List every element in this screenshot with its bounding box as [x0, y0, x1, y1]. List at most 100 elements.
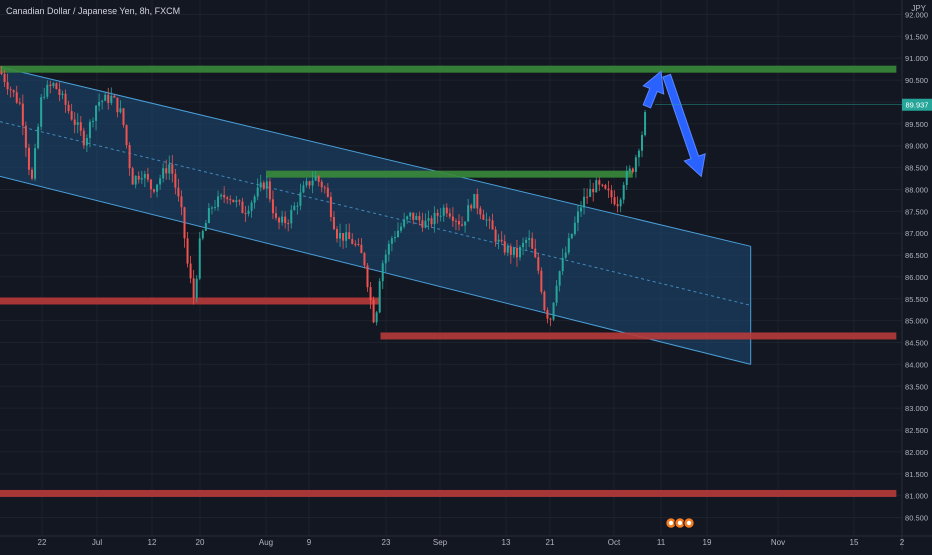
candle-up: [195, 278, 198, 298]
candle-up: [210, 207, 213, 209]
candle-up: [61, 93, 64, 95]
last-price-badge: 89.937: [655, 98, 932, 111]
horizontal-levels[interactable]: [0, 65, 897, 497]
candle-up: [573, 222, 576, 235]
candle-down: [275, 213, 277, 218]
candle-down: [357, 244, 360, 246]
candle-up: [439, 215, 442, 217]
candle-down: [278, 217, 281, 223]
channel-fill: [0, 66, 751, 365]
support-zone[interactable]: [380, 332, 897, 340]
candle-down: [82, 130, 85, 146]
candle-down: [21, 103, 24, 126]
time-tick-label: 12: [148, 538, 157, 547]
candle-down: [537, 257, 540, 271]
candle-up: [345, 232, 348, 241]
price-tick-label: 81.000: [905, 492, 928, 501]
candle-down: [131, 168, 134, 185]
regression-channel[interactable]: [0, 66, 752, 365]
time-tick-label: 9: [307, 538, 312, 547]
resistance-zone[interactable]: [0, 65, 897, 73]
candle-up: [281, 216, 284, 223]
candle-down: [64, 93, 67, 105]
candle-up: [433, 212, 436, 225]
candle-up: [464, 221, 467, 226]
event-icon-dot: [686, 520, 692, 526]
candle-up: [52, 83, 55, 87]
candle-up: [400, 226, 403, 231]
candle-up: [390, 238, 393, 244]
candle-down: [488, 219, 491, 221]
candle-up: [98, 101, 101, 106]
price-tick-label: 81.500: [905, 470, 928, 479]
candle-down: [3, 73, 6, 83]
event-icons[interactable]: [665, 517, 695, 529]
price-axis[interactable]: JPY92.00091.50091.00090.50090.00089.5008…: [901, 0, 932, 550]
candle-up: [314, 176, 317, 181]
candle-up: [110, 95, 113, 103]
arrow-up-icon[interactable]: [642, 70, 665, 109]
candle-up: [265, 181, 268, 189]
candle-down: [436, 212, 439, 216]
candle-up: [634, 157, 637, 173]
candle-down: [262, 182, 265, 189]
candle-up: [247, 210, 250, 214]
candle-down: [113, 95, 116, 98]
candle-up: [134, 175, 137, 185]
candle-up: [558, 271, 561, 286]
candle-up: [387, 243, 390, 255]
candle-down: [418, 216, 421, 221]
time-axis[interactable]: 22 Jul 12 20 Aug 9 23 Sep 13 21 Oct 11 19 Nov 15 2: [0, 535, 932, 547]
support-zone[interactable]: [0, 297, 381, 305]
candle-up: [198, 238, 201, 279]
candle-up: [253, 196, 256, 203]
candle-down: [9, 89, 12, 91]
support-zone[interactable]: [0, 489, 897, 497]
price-tick-label: 82.000: [905, 448, 928, 457]
candle-down: [107, 94, 110, 103]
resistance-zone[interactable]: [266, 170, 633, 178]
price-tick-label: 82.500: [905, 426, 928, 435]
candle-up: [250, 202, 253, 211]
candle-up: [589, 188, 592, 197]
candle-down: [494, 229, 497, 242]
projection-arrows[interactable]: [642, 70, 706, 178]
price-tick-label: 88.500: [905, 164, 928, 173]
candle-down: [451, 216, 454, 221]
price-tick-label: 83.500: [905, 382, 928, 391]
candle-up: [375, 312, 378, 323]
candle-down: [320, 181, 323, 188]
arrow-down-icon[interactable]: [662, 73, 706, 178]
candle-down: [479, 208, 482, 215]
candle-down: [284, 216, 287, 224]
candle-down: [70, 111, 73, 120]
price-tick-label: 84.500: [905, 339, 928, 348]
time-tick-label: 20: [196, 538, 205, 547]
candle-down: [363, 253, 366, 266]
candle-down: [79, 122, 82, 131]
price-tick-label: 86.000: [905, 273, 928, 282]
candle-up: [290, 209, 293, 224]
time-tick-label: 22: [38, 538, 47, 547]
channel-midline[interactable]: [0, 121, 751, 306]
candle-up: [525, 239, 528, 243]
candle-up: [85, 137, 88, 146]
candle-down: [180, 196, 183, 208]
candle-down: [268, 181, 271, 200]
candle-up: [299, 192, 302, 206]
candle-up: [162, 168, 165, 179]
candle-down: [192, 278, 195, 298]
candle-up: [619, 199, 622, 207]
candle-down: [58, 88, 61, 95]
time-tick-label: 21: [546, 538, 555, 547]
candle-down: [232, 199, 235, 203]
candle-down: [189, 263, 192, 279]
candle-up: [381, 263, 384, 282]
time-tick-label: 23: [382, 538, 391, 547]
price-tick-label: 88.000: [905, 185, 928, 194]
candle-up: [43, 96, 46, 98]
candle-up: [497, 239, 500, 242]
channel-upper-line[interactable]: [0, 66, 751, 247]
